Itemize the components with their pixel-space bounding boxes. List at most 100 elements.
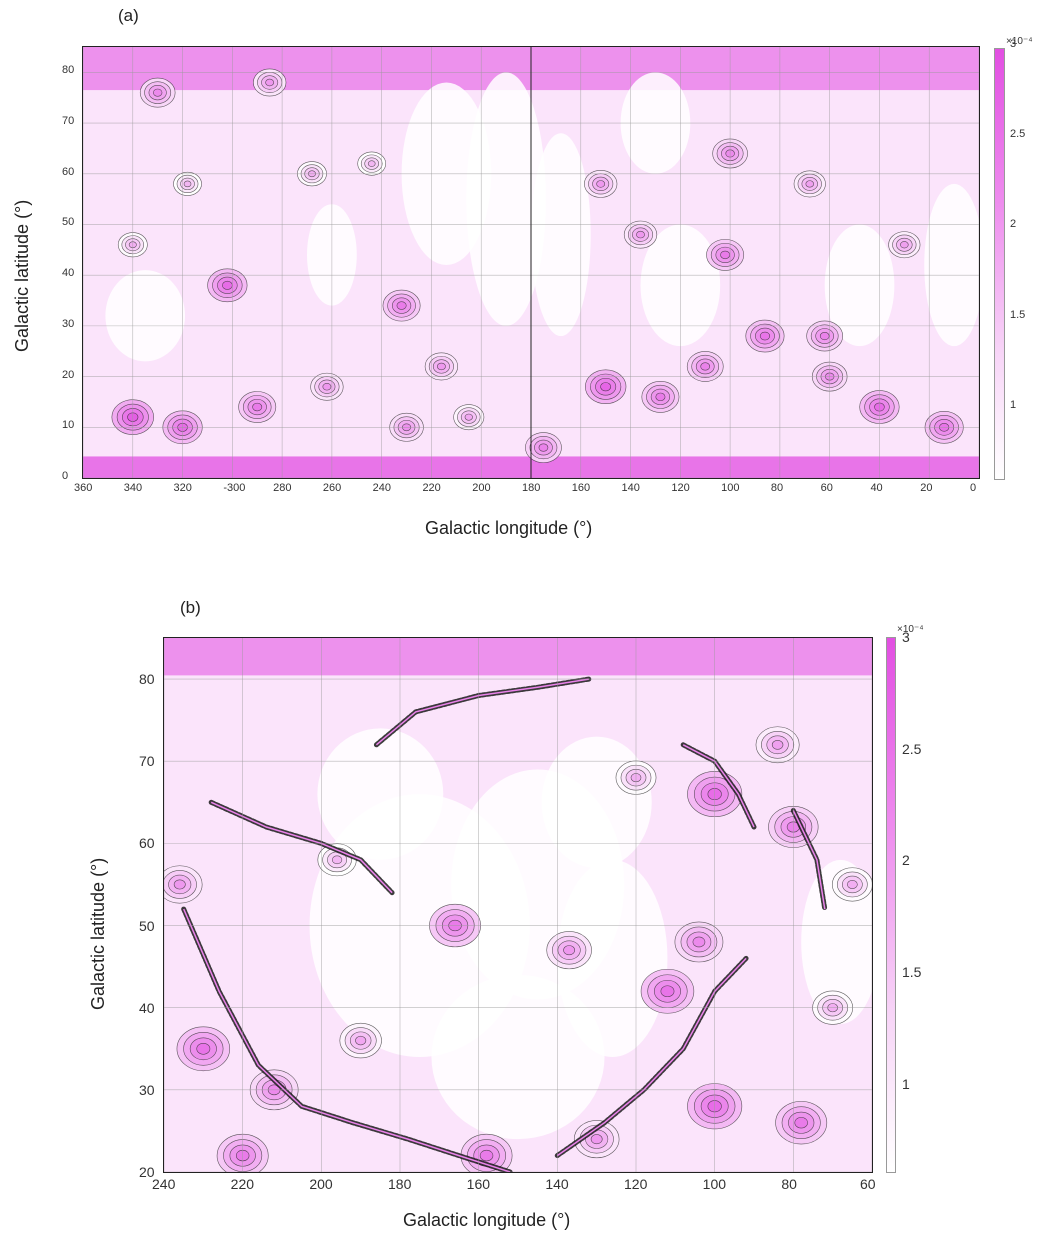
panel-b-colorbar-exponent: ×10⁻⁴ — [897, 624, 924, 635]
x-tick-label: 40 — [870, 482, 883, 494]
heatmap-blob — [173, 171, 202, 196]
contour-filament-core — [183, 908, 511, 1172]
y-tick-label: 70 — [62, 115, 75, 128]
x-tick-label: 20 — [920, 482, 933, 494]
heatmap-blob — [546, 931, 592, 970]
heatmap-blob — [806, 320, 844, 352]
x-tick-label: 160 — [571, 482, 591, 494]
y-tick-label: 20 — [139, 1164, 155, 1180]
colorbar-tick-label: 1.5 — [1010, 308, 1026, 321]
heatmap-low-region — [541, 736, 652, 869]
heatmap-contour-ring — [479, 1149, 494, 1162]
heatmap-contour-ring — [600, 382, 612, 392]
heatmap-blob — [424, 352, 459, 381]
panel-b-colorbar — [886, 637, 896, 1173]
y-tick-label: 50 — [62, 216, 75, 229]
colorbar-tick-label: 1 — [1010, 398, 1017, 411]
x-tick-label: 340 — [123, 482, 143, 494]
heatmap-contour-ring — [252, 402, 263, 412]
panel-b-y-axis-title: Galactic latitude (°) — [88, 857, 108, 1010]
heatmap-blob — [623, 220, 658, 249]
heatmap-blob — [176, 1026, 231, 1072]
heatmap-blob — [686, 351, 724, 382]
x-tick-label: 320 — [173, 482, 192, 494]
x-tick-label: 160 — [466, 1176, 491, 1192]
y-tick-label: 50 — [139, 917, 155, 934]
y-tick-label: 80 — [62, 64, 75, 77]
heatmap-contour-ring — [396, 301, 407, 310]
contour-filament-core — [556, 957, 747, 1157]
heatmap-contour-ring — [563, 945, 576, 956]
x-tick-label: 240 — [152, 1176, 176, 1192]
heatmap-contour-ring — [771, 739, 784, 750]
heatmap-blob — [745, 319, 785, 353]
heatmap-low-region — [466, 72, 546, 326]
heatmap-contour-ring — [759, 331, 771, 341]
y-tick-label: 70 — [139, 753, 155, 770]
heatmap-contour-ring — [794, 1117, 808, 1129]
heatmap-contour-ring — [590, 1134, 603, 1145]
heatmap-blob — [207, 268, 248, 303]
panel-b-x-axis-title: Galactic longitude (°) — [403, 1210, 571, 1230]
heatmap-contour-ring — [265, 78, 275, 87]
x-tick-label: 100 — [702, 1176, 727, 1192]
heatmap-low-region — [317, 728, 444, 860]
heatmap-contour-ring — [183, 180, 192, 188]
heatmap-top-band — [164, 638, 872, 676]
colorbar-tick-label: 2 — [1010, 218, 1017, 231]
x-tick-label: 220 — [230, 1176, 255, 1192]
heatmap-blob — [793, 170, 826, 198]
heatmap-low-region — [431, 974, 605, 1140]
heatmap-blob — [253, 68, 287, 97]
heatmap-blob — [339, 1022, 382, 1059]
heatmap-contour-ring — [692, 936, 706, 948]
heatmap-blob — [831, 867, 872, 902]
panel-a-colorbar — [994, 48, 1005, 480]
y-tick-label: 40 — [62, 267, 75, 280]
x-tick-label: 280 — [273, 482, 292, 494]
panel-a-y-axis-title: Galactic latitude (°) — [12, 199, 32, 352]
heatmap-blob — [706, 239, 745, 271]
colorbar-tick-label: 2.5 — [1010, 128, 1026, 141]
x-tick-label: 360 — [74, 482, 93, 494]
heatmap-blob — [357, 151, 387, 176]
heatmap-contour-ring — [596, 180, 606, 188]
x-tick-label: 80 — [770, 482, 784, 494]
heatmap-contour-ring — [196, 1042, 211, 1055]
heatmap-contour-ring — [355, 1035, 367, 1046]
heatmap-contour-ring — [720, 250, 731, 260]
colorbar-tick-label: 3 — [1010, 38, 1017, 50]
heatmap-contour-ring — [660, 985, 675, 998]
y-tick-label: 20 — [62, 368, 75, 381]
heatmap-low-region — [105, 270, 186, 362]
panel-a-colorbar-exponent: ×10⁻⁴ — [1006, 36, 1033, 47]
heatmap-blob — [640, 968, 695, 1014]
x-tick-label: 80 — [781, 1176, 797, 1192]
heatmap-blob — [139, 77, 176, 108]
x-tick-label: 140 — [621, 482, 640, 494]
panel-a-heatmap — [82, 46, 980, 479]
colorbar-tick-label: 1 — [902, 1075, 910, 1092]
heatmap-contour-ring — [538, 443, 549, 452]
y-tick-label: 30 — [62, 317, 75, 330]
heatmap-blob — [382, 289, 421, 322]
y-tick-label: 80 — [139, 671, 155, 688]
colorbar-tick-label: 2 — [902, 852, 910, 869]
x-tick-label: 140 — [545, 1176, 569, 1192]
y-tick-label: 60 — [139, 835, 155, 852]
heatmap-blob — [310, 372, 344, 401]
x-tick-label: 0 — [970, 482, 977, 494]
heatmap-contour-ring — [805, 180, 814, 188]
colorbar-tick-label: 1.5 — [902, 964, 922, 980]
heatmap-contour-ring — [367, 160, 376, 167]
heatmap-blob — [585, 369, 627, 404]
y-tick-label: 30 — [139, 1081, 155, 1098]
heatmap-blob — [755, 726, 800, 764]
contour-filament-core — [682, 744, 755, 828]
contour-filament-core — [792, 810, 826, 910]
panel-a-heatmap-svg — [83, 47, 979, 478]
x-tick-label: 200 — [472, 482, 491, 494]
heatmap-blob — [525, 432, 562, 463]
heatmap-contour-ring — [322, 383, 332, 391]
heatmap-contour-ring — [700, 362, 711, 371]
